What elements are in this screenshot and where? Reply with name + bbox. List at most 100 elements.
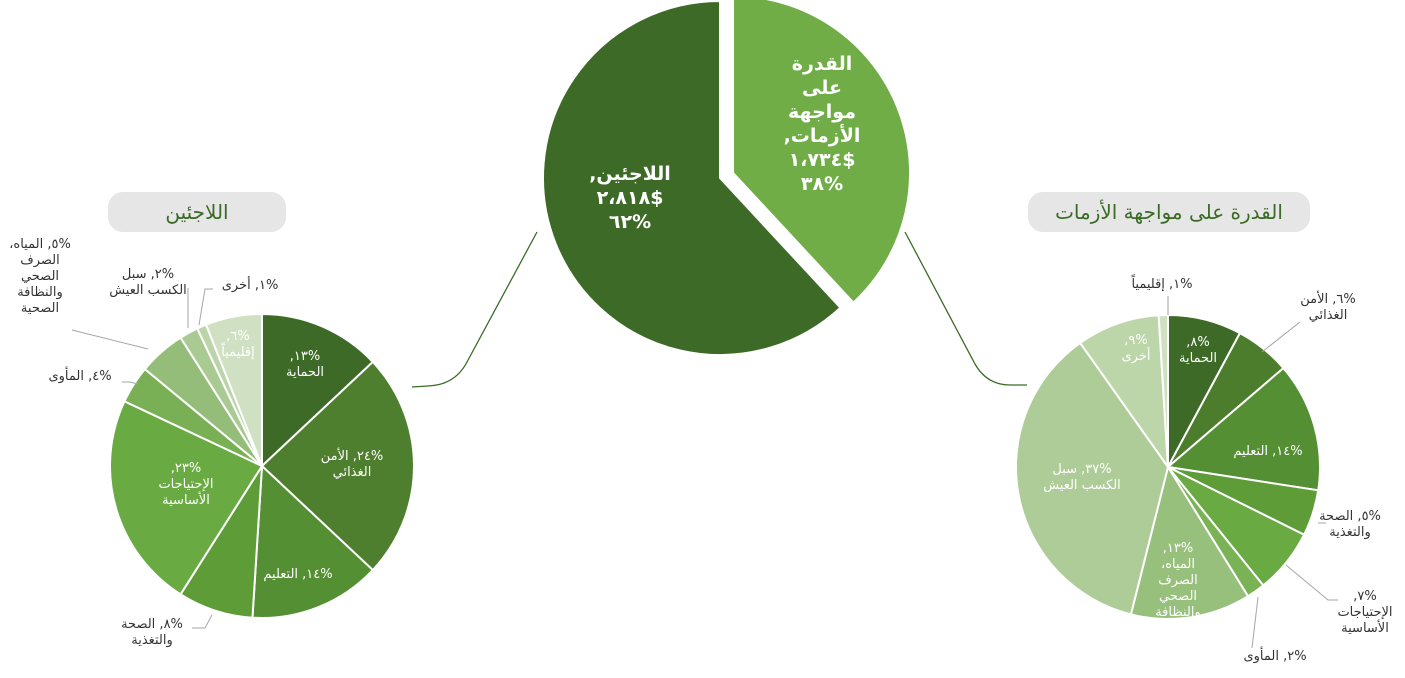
label-المأوى: %٤, المأوى bbox=[48, 366, 111, 384]
label-الإحتياجات الأساسية-line: %٢٣, bbox=[171, 461, 201, 476]
label-الإحتياجات الأساسية-line: الإحتياجات bbox=[158, 477, 213, 492]
slice-الحماية bbox=[261, 312, 375, 469]
label-الإحتياجات الأساسية: %٢٣, الإحتياجات الأساسية bbox=[158, 461, 213, 508]
label-الصحة والتغذية: %٥, الصحة والتغذية bbox=[1319, 509, 1381, 540]
leader-line bbox=[122, 381, 139, 385]
label-إقليمياً: %٦, إقليمياً bbox=[221, 329, 255, 360]
label-الإحتياجات الأساسية-line: الأساسية bbox=[162, 491, 210, 508]
main-label-refugees-line: %٦٢ bbox=[609, 211, 651, 233]
label-أخرى-line: %٩, bbox=[1124, 333, 1147, 348]
right-pie-title-text: القدرة على مواجهة الأزمات bbox=[1055, 200, 1283, 224]
main-pie-chart: اللاجئين, $٢،٨١٨ %٦٢ القدرة على مواجهة الأزمات… bbox=[542, 0, 911, 356]
label-إقليمياً-line: %١, إقليمياً bbox=[1131, 274, 1193, 292]
label-التعليم-line: %١٤, التعليم bbox=[263, 567, 332, 582]
label-الصحة والتغذية-line: %٨, الصحة bbox=[121, 617, 183, 632]
left-pie-chart: %١٣, الحماية %٢٤, الأمن الغذائي %١٤, التعليم… bbox=[9, 237, 415, 648]
slice-الأمن الغذائي bbox=[260, 360, 415, 572]
label-أخرى-line: %١, أخرى bbox=[222, 276, 279, 293]
right-pie-title: القدرة على مواجهة الأزمات bbox=[1028, 192, 1310, 232]
label-الصحة والتغذية-line: والتغذية bbox=[131, 633, 172, 648]
slice-resilience bbox=[732, 0, 911, 305]
label-الأمن الغذائي: %٦, الأمن الغذائي bbox=[1300, 290, 1356, 323]
label-إقليمياً-line: إقليمياً bbox=[221, 342, 255, 360]
right-pie-chart: %٨, الحماية %٦, الأمن الغذائي %١٤, التعليم %٥… bbox=[1015, 274, 1393, 664]
slice-سبل الكسب العيش bbox=[1015, 341, 1170, 616]
label-المأوى-line: %٤, المأوى bbox=[48, 366, 111, 384]
leader-line bbox=[71, 329, 149, 350]
label-الحماية-line: %١٣, bbox=[290, 349, 320, 364]
label-الأمن الغذائي-line: %٢٤, الأمن bbox=[321, 447, 383, 464]
label-الإحتياجات الأساسية-line: الأساسية bbox=[1341, 619, 1389, 636]
label-المياه، الصرف الصحي والنظافة الصحية-line: الصحية bbox=[21, 301, 59, 316]
main-label-refugees-line: اللاجئين, bbox=[589, 163, 671, 185]
main-label-resilience-line: $١،٧٣٤ bbox=[789, 149, 856, 171]
main-label-resilience-line: القدرة bbox=[792, 53, 852, 75]
main-label-resilience-line: %٣٨ bbox=[801, 173, 843, 195]
label-الحماية-line: الحماية bbox=[286, 365, 324, 380]
leader-line bbox=[1285, 564, 1338, 601]
label-إقليمياً-line: %٦, bbox=[226, 329, 249, 344]
leader-line bbox=[1261, 321, 1301, 353]
slice-المياه، الصرف الصحي والنظافة الصحية bbox=[1129, 464, 1250, 620]
label-التعليم: %١٤, التعليم bbox=[1233, 444, 1302, 459]
label-الأمن الغذائي-line: الغذائي bbox=[1309, 308, 1348, 323]
label-سبل الكسب العيش: %٣٧, سبل الكسب العيش bbox=[1043, 462, 1121, 493]
label-المياه، الصرف الصحي والنظافة الصحية-line: الصرف bbox=[20, 253, 60, 268]
label-المياه، الصرف الصحي والنظافة الصحية-line: الصحي bbox=[1159, 589, 1197, 604]
label-الحماية-line: الحماية bbox=[1179, 351, 1217, 366]
label-سبل الكسب العيش-line: الكسب العيش bbox=[1043, 478, 1121, 493]
main-label-resilience-line: الأزمات, bbox=[784, 124, 861, 147]
label-الإحتياجات الأساسية: %٧, الإحتياجات الأساسية bbox=[1337, 589, 1392, 636]
leader-line bbox=[192, 614, 213, 629]
left-pie-title-text: اللاجئين bbox=[165, 200, 228, 224]
label-الصحة والتغذية-line: والتغذية bbox=[1329, 525, 1370, 540]
label-الأمن الغذائي-line: الغذائي bbox=[333, 465, 372, 480]
label-المياه، الصرف الصحي والنظافة الصحية-line: والنظافة bbox=[1155, 605, 1201, 620]
slice-التعليم bbox=[251, 463, 375, 619]
left-pie-title: اللاجئين bbox=[108, 192, 286, 232]
label-المياه، الصرف الصحي والنظافة الصحية-line: والنظافة bbox=[17, 285, 63, 300]
leader-line bbox=[1251, 596, 1259, 649]
label-الأمن الغذائي: %٢٤, الأمن الغذائي bbox=[321, 447, 383, 480]
label-المأوى: %٢, المأوى bbox=[1243, 646, 1306, 664]
label-المياه، الصرف الصحي والنظافة الصحية: %٥, المياه، الصرف الصحي والنظافة الصحية bbox=[9, 237, 71, 316]
leader-line bbox=[198, 288, 213, 326]
label-المياه، الصرف الصحي والنظافة الصحية-line: الصحي bbox=[21, 269, 59, 284]
label-المأوى-line: %٢, المأوى bbox=[1243, 646, 1306, 664]
main-label-resilience-line: مواجهة bbox=[788, 101, 856, 123]
slice-إقليمياً bbox=[204, 312, 263, 467]
label-سبل الكسب العيش-line: الكسب العيش bbox=[109, 283, 187, 298]
label-المياه، الصرف الصحي والنظافة الصحية-line: %٥, المياه، bbox=[9, 237, 71, 252]
label-أخرى-line: أخرى bbox=[1122, 347, 1151, 364]
label-الحماية-line: %٨, bbox=[1186, 335, 1209, 350]
label-الصحة والتغذية: %٨, الصحة والتغذية bbox=[121, 617, 183, 648]
main-label-resilience: القدرة على مواجهة الأزمات, $١،٧٣٤ %٣٨ bbox=[784, 53, 861, 195]
label-الصحة والتغذية-line: %٥, الصحة bbox=[1319, 509, 1381, 524]
label-المياه، الصرف الصحي والنظافة الصحية-line: المياه، bbox=[1161, 557, 1195, 572]
label-المياه، الصرف الصحي والنظافة الصحية: %١٣, المياه، الصرف الصحي والنظافة الصحية bbox=[1155, 541, 1201, 636]
connector-left bbox=[411, 231, 538, 388]
slice-التعليم bbox=[1165, 366, 1321, 492]
label-التعليم-line: %١٤, التعليم bbox=[1233, 444, 1302, 459]
label-الحماية: %٨, الحماية bbox=[1179, 335, 1217, 366]
label-سبل الكسب العيش-line: %٣٧, سبل bbox=[1052, 462, 1111, 477]
slice-أخرى bbox=[1078, 314, 1170, 471]
slice-الإحتياجات الأساسية bbox=[109, 399, 264, 596]
label-المياه، الصرف الصحي والنظافة الصحية-line: الصرف bbox=[1158, 573, 1198, 588]
main-label-resilience-line: على bbox=[802, 77, 842, 99]
label-الإحتياجات الأساسية-line: الإحتياجات bbox=[1337, 605, 1392, 620]
main-label-refugees-line: $٢،٨١٨ bbox=[597, 187, 664, 209]
connector-right bbox=[904, 231, 1027, 386]
label-الأمن الغذائي-line: %٦, الأمن bbox=[1300, 290, 1356, 307]
label-المياه، الصرف الصحي والنظافة الصحية-line: الصحية bbox=[1159, 621, 1197, 636]
label-الإحتياجات الأساسية-line: %٧, bbox=[1353, 589, 1376, 604]
label-إقليمياً: %١, إقليمياً bbox=[1131, 274, 1193, 292]
label-أخرى: %٩, أخرى bbox=[1122, 333, 1151, 364]
label-سبل الكسب العيش-line: %٢, سبل bbox=[122, 267, 174, 282]
slice-refugees bbox=[542, 0, 842, 356]
label-الحماية: %١٣, الحماية bbox=[286, 349, 324, 380]
label-المياه، الصرف الصحي والنظافة الصحية-line: %١٣, bbox=[1163, 541, 1193, 556]
label-أخرى: %١, أخرى bbox=[222, 276, 279, 293]
label-التعليم: %١٤, التعليم bbox=[263, 567, 332, 582]
